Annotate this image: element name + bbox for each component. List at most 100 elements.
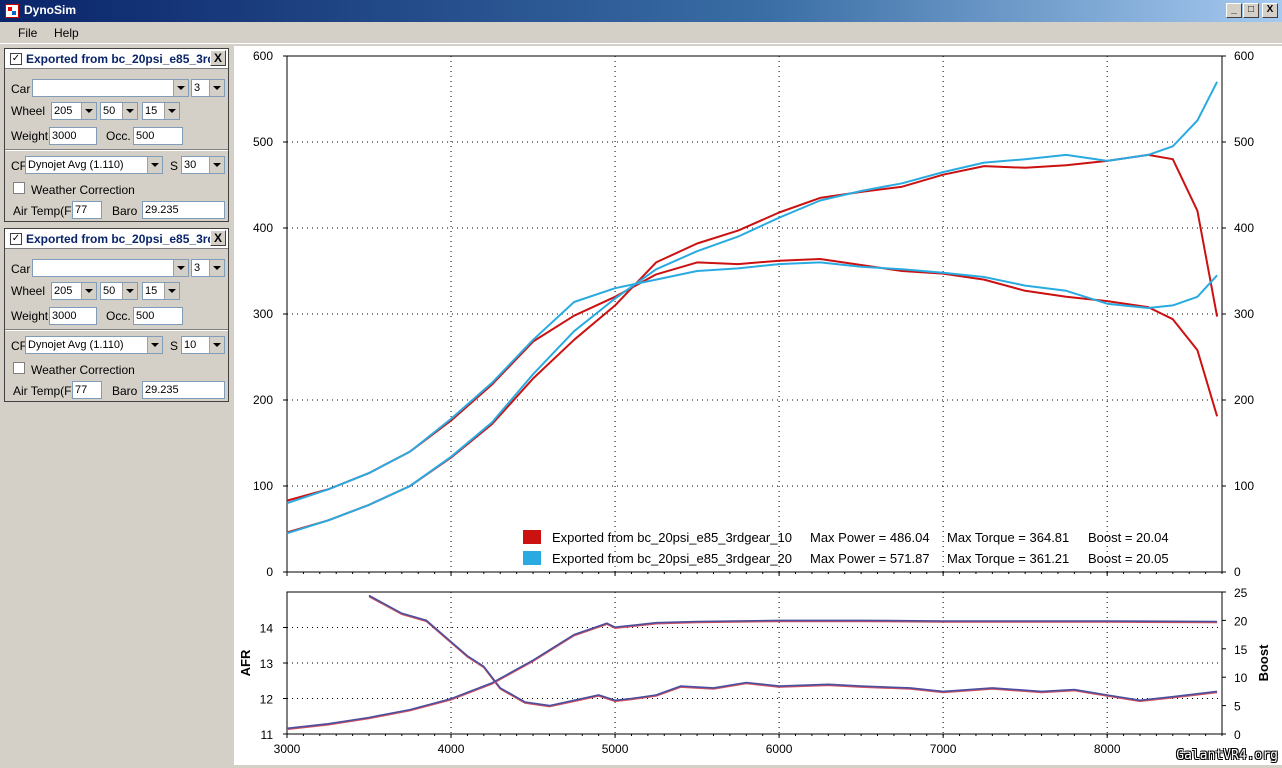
cf-label: CF <box>11 339 27 353</box>
y-tick-label: 600 <box>253 49 273 63</box>
wheel-label: Wheel <box>11 104 46 118</box>
legend-boost: Boost = 20.04 <box>1088 530 1169 545</box>
occ-input[interactable]: 500 <box>133 307 183 325</box>
legend-label: Exported from bc_20psi_e85_3rdgear_10 <box>552 530 792 545</box>
wheel-aspect-select[interactable]: 50 <box>100 282 138 300</box>
chevron-down-icon <box>209 80 224 96</box>
chevron-down-icon <box>209 337 224 353</box>
afr-tick-label: 13 <box>260 657 274 671</box>
wheel-width-value: 205 <box>54 285 73 297</box>
boost-tick-label: 20 <box>1234 614 1248 628</box>
chevron-down-icon <box>173 80 188 96</box>
menu-help[interactable]: Help <box>54 26 79 40</box>
wheel-width-select[interactable]: 205 <box>51 102 97 120</box>
legend-max-torque: Max Torque = 364.81 <box>947 530 1069 545</box>
series-line-afr <box>368 594 1218 707</box>
watermark: GalantVR4.org <box>1176 748 1278 763</box>
run-close-button-1[interactable]: X <box>210 50 226 66</box>
minimize-button[interactable]: _ <box>1226 3 1242 18</box>
divider <box>5 149 228 151</box>
run-enable-checkbox-2[interactable]: ✓ <box>10 233 22 245</box>
wheel-diameter-select[interactable]: 15 <box>142 282 180 300</box>
y-tick-label: 100 <box>253 479 273 493</box>
run-enable-checkbox-1[interactable]: ✓ <box>10 53 22 65</box>
baro-input[interactable]: 29.235 <box>142 201 225 219</box>
cf-select-value: Dynojet Avg (1.110) <box>28 159 124 171</box>
chevron-down-icon <box>173 260 188 276</box>
car-select[interactable] <box>32 79 189 97</box>
air-temp-input[interactable]: 77 <box>72 201 102 219</box>
window-title: DynoSim <box>24 3 77 17</box>
y-tick-label: 0 <box>266 565 273 579</box>
rpm-tick-label: 7000 <box>930 742 957 756</box>
weight-input[interactable]: 3000 <box>49 127 97 145</box>
air-temp-label: Air Temp(F) <box>13 204 76 218</box>
cf-select[interactable]: Dynojet Avg (1.110) <box>25 336 163 354</box>
rpm-tick-label: 4000 <box>438 742 465 756</box>
run-group-2: ✓ Exported from bc_20psi_e85_3rd X Car 3… <box>4 228 229 402</box>
weather-correction-checkbox[interactable] <box>13 362 25 374</box>
y-tick-label-right: 200 <box>1234 393 1254 407</box>
maximize-button[interactable]: □ <box>1243 3 1259 18</box>
series-line-torque <box>286 261 1218 505</box>
wheel-aspect-value: 50 <box>103 105 116 117</box>
app-icon <box>5 4 19 18</box>
legend-max-power: Max Power = 571.87 <box>810 551 930 566</box>
boost-axis-label: Boost <box>1256 644 1271 682</box>
wheel-aspect-select[interactable]: 50 <box>100 102 138 120</box>
weight-input[interactable]: 3000 <box>49 307 97 325</box>
boost-tick-label: 10 <box>1234 671 1248 685</box>
occ-label: Occ. <box>106 309 131 323</box>
series-line-boost <box>287 619 1218 730</box>
menu-file[interactable]: File <box>18 26 38 40</box>
y-tick-label-right: 600 <box>1234 49 1254 63</box>
y-tick-label-right: 0 <box>1234 565 1241 579</box>
wheel-label: Wheel <box>11 284 46 298</box>
chevron-down-icon <box>81 283 96 299</box>
chevron-down-icon <box>122 103 137 119</box>
y-tick-label: 400 <box>253 221 273 235</box>
run-title-2: Exported from bc_20psi_e85_3rd <box>26 232 215 246</box>
boost-tick-label: 25 <box>1234 586 1248 600</box>
gear-select-value: 3 <box>194 82 201 94</box>
s-label: S <box>170 339 179 353</box>
series-line-boost-run1 <box>287 620 1218 731</box>
air-temp-input[interactable]: 77 <box>72 381 102 399</box>
smoothing-value: 30 <box>184 159 197 171</box>
run-header-2: ✓ Exported from bc_20psi_e85_3rd X <box>5 229 228 249</box>
run-close-button-2[interactable]: X <box>210 230 226 246</box>
s-label: S <box>170 159 179 173</box>
baro-input[interactable]: 29.235 <box>142 381 225 399</box>
gear-select[interactable]: 3 <box>191 259 225 277</box>
legend-boost: Boost = 20.05 <box>1088 551 1169 566</box>
weather-correction-checkbox[interactable] <box>13 182 25 194</box>
smoothing-value: 10 <box>184 339 197 351</box>
y-tick-label: 500 <box>253 135 273 149</box>
boost-tick-label: 5 <box>1234 700 1241 714</box>
smoothing-select[interactable]: 10 <box>181 336 225 354</box>
cf-select[interactable]: Dynojet Avg (1.110) <box>25 156 163 174</box>
close-button[interactable]: X <box>1262 3 1278 18</box>
car-select[interactable] <box>32 259 189 277</box>
gear-select-value: 3 <box>194 262 201 274</box>
chevron-down-icon <box>81 103 96 119</box>
wheel-aspect-value: 50 <box>103 285 116 297</box>
gear-select[interactable]: 3 <box>191 79 225 97</box>
afr-axis-label: AFR <box>238 649 253 676</box>
y-tick-label-right: 400 <box>1234 221 1254 235</box>
series-line-afr-run1 <box>368 595 1218 708</box>
wheel-width-select[interactable]: 205 <box>51 282 97 300</box>
legend-swatch <box>523 530 541 544</box>
chevron-down-icon <box>164 283 179 299</box>
y-tick-label-right: 500 <box>1234 135 1254 149</box>
car-label: Car <box>11 82 31 96</box>
occ-input[interactable]: 500 <box>133 127 183 145</box>
afr-chart-frame <box>286 591 1223 735</box>
air-temp-label: Air Temp(F) <box>13 384 76 398</box>
wheel-width-value: 205 <box>54 105 73 117</box>
cf-label: CF <box>11 159 27 173</box>
wheel-diameter-select[interactable]: 15 <box>142 102 180 120</box>
smoothing-select[interactable]: 30 <box>181 156 225 174</box>
afr-tick-label: 11 <box>261 728 274 742</box>
